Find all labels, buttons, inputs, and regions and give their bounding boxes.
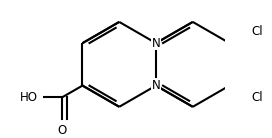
Text: Cl: Cl <box>251 25 263 38</box>
Text: O: O <box>58 124 67 137</box>
Text: Cl: Cl <box>251 91 263 104</box>
Text: N: N <box>152 79 160 92</box>
Text: HO: HO <box>20 91 38 104</box>
Text: N: N <box>152 37 160 50</box>
